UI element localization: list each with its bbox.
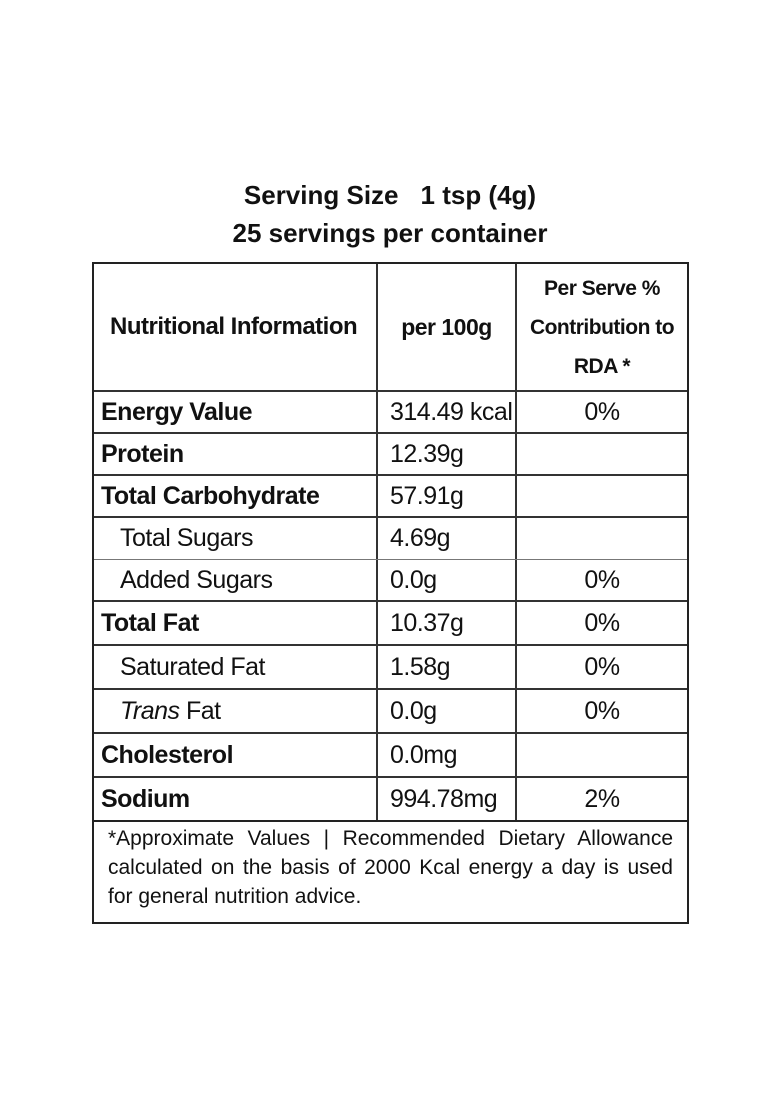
footnote: *Approximate Values | Recommended Dietar… bbox=[92, 814, 689, 924]
row-rda bbox=[517, 434, 687, 474]
row-rda bbox=[517, 476, 687, 516]
table-row: Energy Value 314.49 kcal 0% bbox=[94, 392, 687, 434]
row-label: Energy Value bbox=[94, 392, 378, 432]
nutrition-table: Nutritional Information per 100g Per Ser… bbox=[92, 262, 689, 822]
row-label-italic: Trans bbox=[120, 696, 180, 725]
row-label: Trans Fat bbox=[94, 690, 378, 732]
row-per-100g: 1.58g bbox=[378, 646, 517, 688]
column-header-per-100g: per 100g bbox=[378, 264, 517, 390]
column-header-nutrient: Nutritional Information bbox=[94, 264, 378, 390]
row-label: Added Sugars bbox=[94, 560, 378, 600]
column-header-rda: Per Serve % Contribution to RDA * bbox=[517, 264, 687, 390]
row-label: Cholesterol bbox=[94, 734, 378, 776]
table-row: Cholesterol 0.0mg bbox=[94, 734, 687, 778]
row-per-100g: 10.37g bbox=[378, 602, 517, 644]
row-per-100g: 12.39g bbox=[378, 434, 517, 474]
row-per-100g: 314.49 kcal bbox=[378, 392, 517, 432]
row-label: Total Fat bbox=[94, 602, 378, 644]
row-rda bbox=[517, 734, 687, 776]
serving-size-value: 1 tsp (4g) bbox=[420, 180, 537, 210]
row-per-100g: 4.69g bbox=[378, 518, 517, 559]
row-rda: 0% bbox=[584, 608, 620, 637]
servings-per-container: 25 servings per container bbox=[232, 218, 548, 248]
row-label: Total Carbohydrate bbox=[94, 476, 378, 516]
table-row: Total Sugars 4.69g bbox=[94, 518, 687, 560]
row-rda: 2% bbox=[584, 784, 620, 813]
row-rda: 0% bbox=[584, 397, 620, 426]
table-row: Protein 12.39g bbox=[94, 434, 687, 476]
serving-size-label: Serving Size bbox=[243, 180, 399, 210]
table-row: Sodium 994.78mg 2% bbox=[94, 778, 687, 820]
row-per-100g: 0.0g bbox=[378, 560, 517, 600]
row-per-100g: 57.91g bbox=[378, 476, 517, 516]
table-row: Total Carbohydrate 57.91g bbox=[94, 476, 687, 518]
serving-size-heading: Serving Size 1 tsp (4g) bbox=[0, 180, 780, 211]
row-label: Total Sugars bbox=[94, 518, 378, 559]
column-header-rda-line2: Contribution to bbox=[529, 315, 675, 339]
column-header-rda-line3: RDA * bbox=[573, 354, 631, 378]
row-rda: 0% bbox=[584, 696, 620, 725]
column-header-rda-line1: Per Serve % bbox=[544, 276, 660, 300]
row-rda: 0% bbox=[584, 652, 620, 681]
row-per-100g: 994.78mg bbox=[378, 778, 517, 820]
table-row: Trans Fat 0.0g 0% bbox=[94, 690, 687, 734]
row-label: Saturated Fat bbox=[94, 646, 378, 688]
table-row: Total Fat 10.37g 0% bbox=[94, 602, 687, 646]
row-per-100g: 0.0mg bbox=[378, 734, 517, 776]
row-per-100g: 0.0g bbox=[378, 690, 517, 732]
row-rda: 0% bbox=[584, 565, 620, 594]
table-header-row: Nutritional Information per 100g Per Ser… bbox=[94, 264, 687, 392]
row-label-rest: Fat bbox=[179, 696, 221, 725]
row-label: Protein bbox=[94, 434, 378, 474]
table-row: Saturated Fat 1.58g 0% bbox=[94, 646, 687, 690]
row-label: Sodium bbox=[94, 778, 378, 820]
table-row: Added Sugars 0.0g 0% bbox=[94, 560, 687, 602]
row-rda bbox=[517, 518, 687, 559]
